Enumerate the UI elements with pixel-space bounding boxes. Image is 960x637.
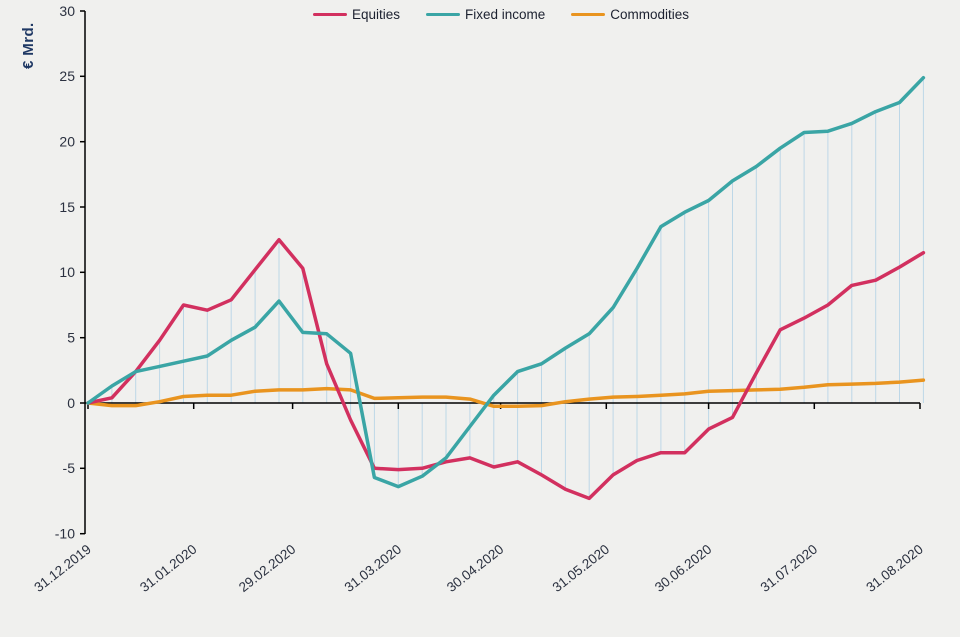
y-tick-label: 25 bbox=[59, 68, 75, 84]
series-line-equities bbox=[86, 237, 926, 501]
legend-item-commodities: Commodities bbox=[571, 7, 689, 22]
x-tick-label: 31.08.2020 bbox=[863, 542, 925, 595]
droplines-group bbox=[111, 77, 924, 499]
series-line-fixed-income bbox=[86, 75, 926, 489]
legend-label: Equities bbox=[351, 7, 400, 22]
y-tick-label: -5 bbox=[63, 460, 76, 476]
x-tick-label: 30.04.2020 bbox=[444, 542, 506, 595]
y-tick-label: 10 bbox=[59, 264, 75, 280]
y-tick-label: 15 bbox=[59, 199, 75, 215]
series-line-commodities bbox=[86, 378, 926, 409]
y-tick-label: -10 bbox=[55, 526, 75, 542]
legend-swatch bbox=[571, 12, 606, 17]
legend-item-fixed-income: Fixed income bbox=[425, 7, 546, 22]
y-axis-unit-label: € Mrd. bbox=[20, 22, 37, 69]
series-lines-group bbox=[86, 75, 926, 501]
x-tick-label: 31.12.2019 bbox=[31, 542, 93, 595]
y-tick-label: 30 bbox=[59, 3, 75, 19]
y-tick-label: 5 bbox=[67, 330, 75, 346]
x-tick-label: 31.03.2020 bbox=[342, 542, 404, 595]
legend-label: Fixed income bbox=[464, 7, 546, 22]
y-tick-label: 0 bbox=[67, 395, 75, 411]
y-tick-label: 20 bbox=[59, 134, 75, 150]
tick-labels-group: 31.12.2019 31.01.2020 29.02.2020 31.03.2020… bbox=[31, 3, 925, 595]
legend: Equities Fixed income Commodities bbox=[0, 7, 960, 22]
legend-swatch bbox=[312, 12, 347, 17]
axes-group bbox=[80, 10, 921, 535]
legend-label: Commodities bbox=[610, 7, 690, 22]
x-tick-label: 31.07.2020 bbox=[758, 542, 820, 595]
x-tick-label: 31.01.2020 bbox=[137, 542, 199, 595]
x-tick-label: 31.05.2020 bbox=[550, 542, 612, 595]
x-tick-label: 29.02.2020 bbox=[236, 542, 298, 595]
legend-swatch bbox=[425, 12, 460, 17]
x-tick-label: 30.06.2020 bbox=[652, 542, 714, 595]
legend-item-equities: Equities bbox=[312, 7, 400, 22]
